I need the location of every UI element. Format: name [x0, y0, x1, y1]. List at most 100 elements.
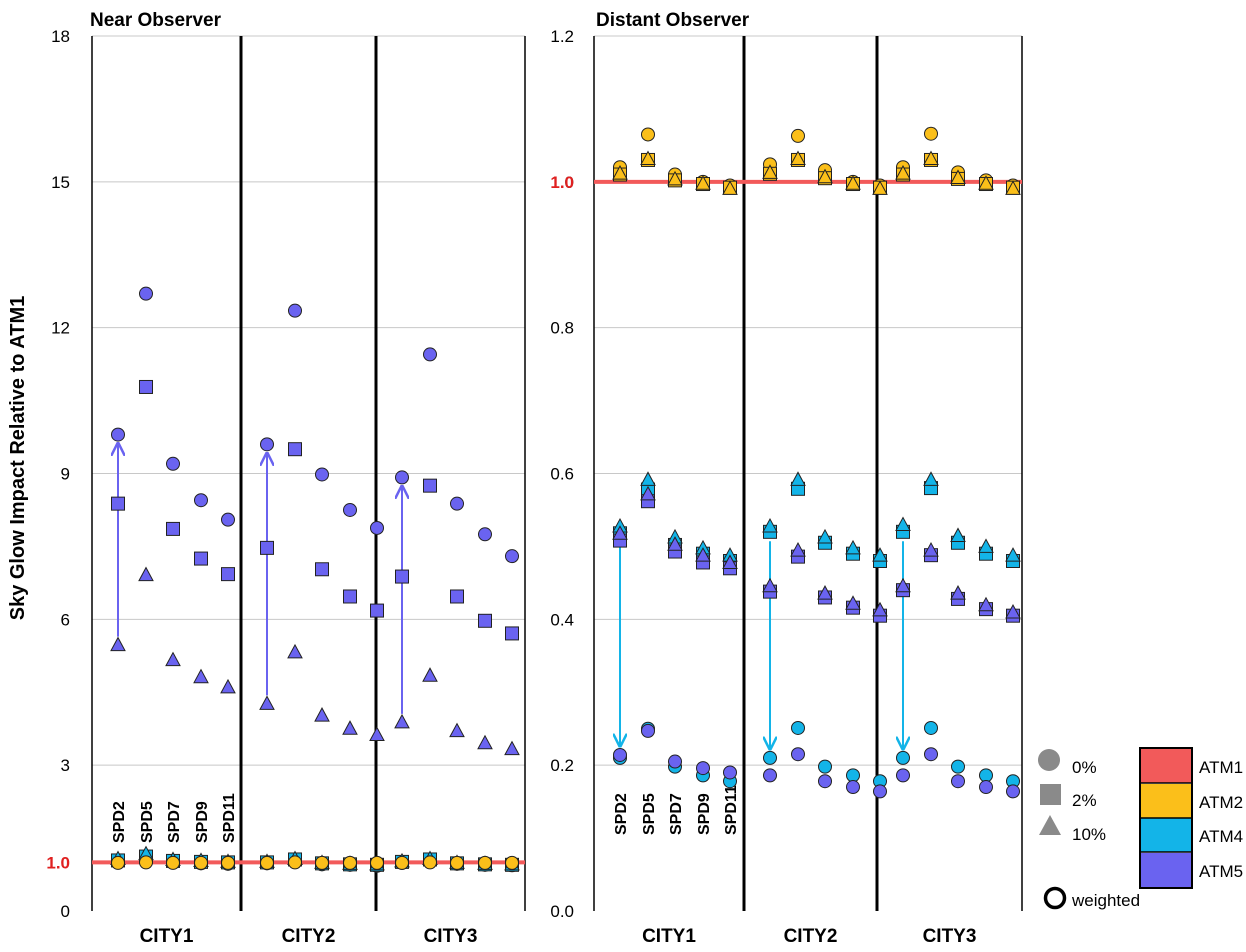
marker-atm2-circle-city3-spd9	[478, 855, 492, 870]
marker-atm2-circle-city1-spd7	[166, 855, 180, 870]
marker-atm2-triangle-city2-spd9	[845, 175, 861, 190]
spd-label-spd2: SPD2	[111, 801, 128, 843]
marker-atm4-circle-city3-spd9	[979, 768, 993, 783]
y-tick-label: 0.8	[550, 319, 574, 338]
marker-atm5-circle-city1-spd7	[166, 456, 180, 471]
marker-atm5-square-city3-spd9	[478, 613, 492, 628]
marker-atm5-circle-city2-spd11	[873, 784, 887, 799]
marker-atm2-triangle-city1-spd11	[722, 180, 738, 195]
marker-atm5-circle-city2-spd9	[343, 502, 357, 517]
marker-atm2-triangle-city3-spd9	[978, 175, 994, 190]
marker-atm5-triangle-city2-spd9	[845, 595, 861, 610]
marker-atm4-circle-city3-spd7	[951, 759, 965, 774]
marker-atm4-triangle-city2-spd11	[872, 547, 888, 562]
marker-atm2-circle-city3-spd5	[423, 855, 437, 870]
marker-atm2-triangle-city3-spd7	[950, 169, 966, 184]
marker-atm5-circle-city2-spd7	[818, 774, 832, 789]
marker-atm5-triangle-city3-spd9	[978, 596, 994, 612]
marker-atm5-triangle-city1-spd7	[667, 536, 683, 551]
marker-atm4-circle-city2-spd5	[791, 720, 805, 735]
panel-title: Near Observer	[90, 10, 222, 31]
marker-atm5-circle-city3-spd9	[979, 780, 993, 795]
marker-atm2-triangle-city1-spd7	[667, 170, 683, 186]
spd-label-spd5: SPD5	[139, 801, 156, 843]
legend-weighted-label: weighted	[1071, 891, 1140, 910]
marker-atm5-square-city3-spd5	[423, 478, 437, 493]
y-tick-label: 0.0	[550, 902, 574, 921]
y-tick-label: 6	[61, 610, 70, 629]
marker-atm5-circle-city3-spd5	[924, 747, 938, 762]
marker-atm5-triangle-city2-spd11	[369, 726, 385, 742]
marker-atm4-triangle-city2-spd9	[845, 539, 861, 555]
spd-label-spd11: SPD11	[723, 785, 740, 835]
spd-label-spd7: SPD7	[668, 793, 685, 835]
legend-weighted-marker	[1043, 886, 1067, 910]
marker-atm5-circle-city2-spd9	[846, 780, 860, 795]
marker-atm2-circle-city3-spd11	[505, 855, 519, 870]
city-label-city2: CITY2	[282, 926, 336, 947]
y-tick-label: 0.2	[550, 756, 574, 775]
marker-atm2-triangle-city3-spd5	[923, 150, 939, 165]
marker-atm2-circle-city2-spd11	[370, 855, 384, 870]
marker-atm5-square-city3-spd2	[395, 569, 409, 584]
city-label-city2: CITY2	[784, 926, 838, 947]
atm1-swatch	[1141, 749, 1191, 783]
legend-triangle-label: 10%	[1072, 825, 1106, 844]
marker-atm5-square-city2-spd5	[288, 442, 302, 457]
marker-atm5-triangle-city2-spd2	[259, 695, 275, 710]
y-tick-label: 12	[51, 319, 70, 338]
marker-atm5-circle-city3-spd11	[505, 549, 519, 564]
marker-atm5-triangle-city3-spd5	[923, 542, 939, 557]
atm5-swatch	[1141, 853, 1191, 887]
marker-atm4-circle-city3-spd2	[896, 750, 910, 765]
spd-label-spd9: SPD9	[696, 793, 713, 835]
marker-atm5-circle-city3-spd9	[478, 527, 492, 542]
y-tick-label: 0.6	[550, 465, 574, 484]
marker-atm2-circle-city2-spd2	[260, 855, 274, 870]
marker-atm5-square-city2-spd7	[315, 562, 329, 577]
city-label-city3: CITY3	[424, 926, 478, 947]
spd-label-spd2: SPD2	[613, 793, 630, 835]
atm2-legend-label: ATM2	[1199, 793, 1243, 812]
marker-atm5-circle-city3-spd7	[450, 496, 464, 511]
legend-square-label: 2%	[1072, 791, 1097, 810]
marker-atm5-triangle-city1-spd9	[695, 547, 711, 562]
shape-legend: 0% 2% 10% weighted	[1038, 749, 1140, 910]
city-label-city1: CITY1	[140, 926, 194, 947]
marker-atm5-circle-city1-spd9	[194, 493, 208, 508]
marker-atm2-triangle-city2-spd2	[762, 164, 778, 179]
y-axis-label: Sky Glow Impact Relative to ATM1	[7, 296, 29, 621]
marker-atm5-triangle-city1-spd7	[165, 651, 181, 667]
marker-atm2-circle-city1-spd2	[111, 855, 125, 870]
marker-atm5-triangle-city3-spd9	[477, 734, 493, 750]
marker-atm5-triangle-city3-spd7	[449, 722, 465, 738]
marker-atm5-triangle-city2-spd2	[762, 577, 778, 593]
marker-atm4-triangle-city3-spd2	[895, 516, 911, 532]
marker-atm4-triangle-city3-spd7	[950, 527, 966, 542]
marker-atm5-circle-city3-spd2	[896, 768, 910, 783]
y-tick-label: 1.0	[550, 173, 574, 192]
marker-atm5-circle-city3-spd7	[951, 774, 965, 789]
reference-line-label: 1.0	[46, 853, 70, 872]
reference-line-label: 1.0	[550, 173, 574, 192]
y-tick-label: 1.2	[550, 27, 574, 46]
marker-atm5-square-city2-spd2	[260, 540, 274, 555]
marker-atm5-circle-city2-spd7	[315, 467, 329, 482]
marker-atm4-circle-city2-spd2	[763, 750, 777, 765]
marker-atm5-circle-city1-spd2	[111, 427, 125, 442]
marker-atm5-triangle-city2-spd11	[872, 601, 888, 617]
marker-atm2-circle-city1-spd11	[221, 855, 235, 870]
atm2-swatch	[1141, 784, 1191, 818]
spd-label-spd5: SPD5	[641, 793, 658, 835]
marker-atm5-triangle-city3-spd2	[394, 713, 410, 729]
y-tick-label: 15	[51, 173, 70, 192]
marker-atm2-triangle-city2-spd5	[790, 150, 806, 165]
atm5-legend-label: ATM5	[1199, 862, 1243, 881]
marker-atm4-circle-city3-spd5	[924, 720, 938, 735]
marker-atm5-square-city2-spd11	[370, 603, 384, 618]
marker-atm2-circle-city2-spd9	[343, 855, 357, 870]
marker-atm5-triangle-city3-spd5	[422, 667, 438, 682]
marker-atm2-triangle-city2-spd11	[872, 180, 888, 195]
marker-atm2-circle-city3-spd2	[395, 855, 409, 870]
